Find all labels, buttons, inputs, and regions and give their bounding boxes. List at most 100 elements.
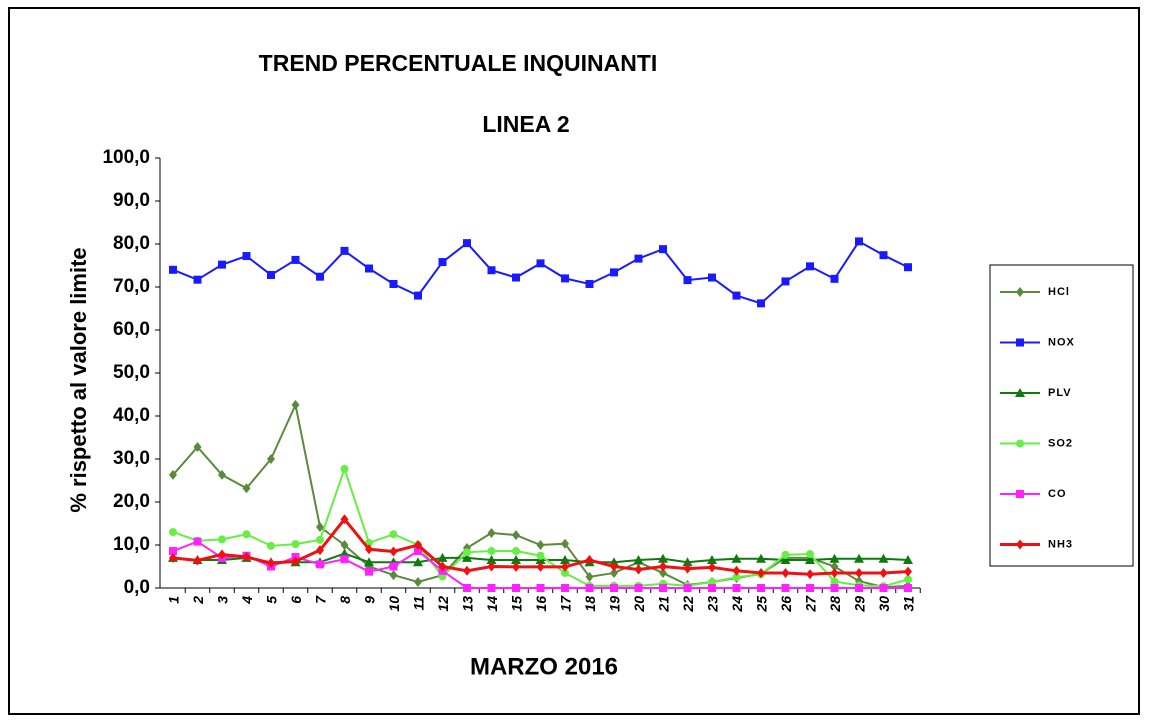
data-point [830,567,839,578]
x-tick-label: 22 [680,596,696,613]
legend-box [989,264,1134,567]
data-point [732,291,741,300]
legend-label: PLV [1048,387,1072,399]
x-tick-label: 4 [239,596,255,605]
data-point [806,569,814,580]
data-point [340,540,349,550]
data-point [340,555,349,564]
data-point [193,441,202,452]
data-point [659,584,667,592]
legend-marker [1016,439,1024,448]
data-point [659,245,667,254]
x-tick-label: 23 [705,596,721,613]
x-tick-label: 10 [386,596,402,612]
data-point [634,254,643,263]
legend-label: SO2 [1048,437,1073,449]
data-point [463,565,471,576]
data-point [904,566,912,577]
data-point [830,561,839,572]
x-tick-label: 11 [411,596,427,611]
legend-label: HCl [1048,286,1070,298]
x-tick-label: 21 [656,596,672,613]
data-point [463,548,471,557]
data-point [291,556,300,567]
data-point [904,575,912,584]
data-point [487,547,496,556]
data-point [218,549,226,560]
data-point [805,555,815,565]
data-point [512,530,520,541]
x-tick-label: 28 [827,596,843,613]
x-tick-label: 24 [729,596,745,613]
data-point [316,535,324,544]
data-point [708,584,716,592]
x-tick-label: 19 [607,596,623,612]
data-point [267,558,275,569]
x-tick-label: 7 [313,595,329,604]
legend-marker [1016,539,1024,550]
data-point [780,555,791,565]
data-point [878,553,889,563]
x-tick-label: 16 [533,596,549,612]
data-point [683,584,692,592]
x-tick-label: 2 [190,596,206,605]
data-point [365,567,373,576]
data-point [781,567,790,578]
y-tick-label: 90,0 [113,190,150,211]
data-point [904,584,912,592]
x-tick-label: 17 [558,595,574,612]
data-point [781,584,790,592]
data-point [169,528,177,537]
data-point [659,561,667,572]
data-point [438,258,447,267]
data-point [316,272,324,281]
y-axis-label: % rispetto al valore limite [66,247,91,512]
x-tick-label: 31 [901,596,917,612]
data-point [242,530,251,539]
data-point [561,568,569,577]
data-point [610,584,618,592]
data-point [291,399,300,410]
data-point [511,555,521,565]
data-point [560,555,570,565]
data-point [487,584,496,592]
x-axis-label: MARZO 2016 [470,653,618,680]
x-tick-label: 13 [460,596,476,612]
x-tick-label: 29 [852,596,868,613]
data-point [757,584,765,592]
data-point [242,252,251,261]
legend-marker [1016,338,1024,347]
data-point [364,557,374,567]
data-point [242,483,251,494]
y-tick-label: 10,0 [113,534,150,555]
data-point [340,464,349,473]
data-point [634,584,643,592]
data-point [340,514,349,525]
data-point [169,469,177,480]
data-point [707,555,717,565]
data-point [487,561,496,572]
data-point [169,547,177,556]
data-point [389,279,398,288]
data-point [879,251,888,260]
data-point [561,584,569,592]
data-point [512,584,520,592]
data-point [316,545,324,556]
data-point [413,557,423,567]
data-point [267,541,275,550]
data-point [193,275,202,284]
y-tick-label: 0,0 [124,577,150,598]
data-point [830,577,839,586]
data-point [682,557,693,567]
data-point [585,555,594,566]
data-point [806,262,814,271]
data-point [389,562,398,571]
data-point [683,563,692,574]
x-tick-label: 27 [803,595,819,613]
y-tick-label: 50,0 [113,362,150,383]
data-point [757,299,765,308]
data-point [389,530,398,539]
data-point [463,239,471,248]
x-tick-label: 6 [288,596,304,604]
data-point [830,584,839,592]
